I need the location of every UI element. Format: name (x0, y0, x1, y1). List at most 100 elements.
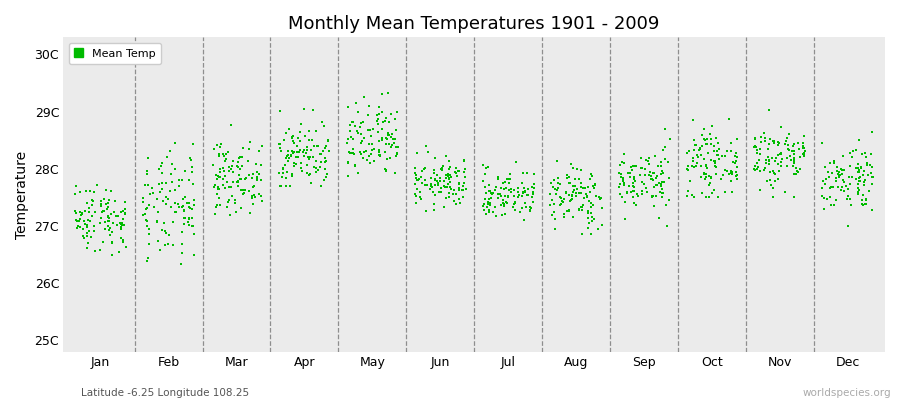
Point (519, 169, 534, 176)
Point (511, 184, 526, 191)
Point (837, 179, 851, 185)
Point (762, 107, 777, 113)
Point (523, 207, 537, 214)
Point (438, 172, 453, 178)
Point (309, 158, 323, 164)
Point (94, 198, 108, 204)
Point (183, 205, 197, 212)
Point (686, 117, 700, 124)
Point (567, 186, 581, 193)
Point (561, 175, 575, 181)
Point (310, 167, 325, 173)
Point (166, 241, 180, 248)
Point (431, 181, 446, 188)
Point (292, 154, 306, 160)
Point (614, 174, 628, 180)
Point (175, 177, 189, 183)
Point (80, 222, 94, 229)
Point (501, 187, 516, 194)
Point (727, 152, 742, 159)
Point (613, 161, 627, 168)
Point (760, 146, 775, 152)
Point (560, 172, 574, 178)
Point (698, 175, 712, 182)
Point (839, 182, 853, 189)
Point (76, 218, 91, 225)
Point (86, 228, 101, 234)
Point (572, 189, 587, 196)
Point (520, 186, 535, 192)
Point (768, 170, 782, 177)
Point (447, 169, 462, 175)
Point (615, 158, 629, 165)
Point (701, 150, 716, 156)
Point (554, 198, 569, 204)
Point (272, 140, 286, 147)
Point (245, 193, 259, 199)
Point (559, 190, 573, 196)
Point (631, 192, 645, 199)
Point (614, 170, 628, 177)
Point (90, 182, 104, 188)
Point (106, 219, 121, 226)
Point (300, 147, 314, 154)
Point (748, 163, 762, 169)
Point (378, 118, 392, 125)
Point (384, 134, 399, 140)
Point (476, 203, 491, 209)
Point (547, 177, 562, 184)
Point (278, 155, 293, 162)
Point (482, 200, 496, 207)
Point (496, 200, 510, 206)
Point (498, 179, 512, 186)
Point (491, 174, 505, 181)
Point (345, 119, 359, 126)
Point (687, 194, 701, 201)
Point (107, 209, 122, 215)
Point (283, 183, 297, 189)
Point (711, 194, 725, 201)
Point (845, 174, 859, 180)
Point (641, 158, 655, 164)
Point (750, 166, 764, 172)
Point (773, 163, 788, 169)
Point (706, 189, 720, 196)
Point (318, 165, 332, 172)
Point (821, 168, 835, 175)
Point (550, 158, 564, 164)
Point (479, 164, 493, 171)
Point (242, 188, 256, 194)
Point (208, 182, 222, 188)
Point (851, 178, 866, 184)
Point (589, 193, 603, 199)
Point (653, 182, 668, 188)
Point (182, 176, 196, 183)
Point (233, 204, 248, 211)
Point (374, 91, 389, 97)
Point (155, 180, 169, 186)
Point (863, 162, 878, 168)
Point (246, 175, 260, 182)
Point (766, 168, 780, 174)
Legend: Mean Temp: Mean Temp (69, 43, 161, 64)
Point (747, 143, 761, 150)
Point (442, 176, 456, 182)
Point (141, 182, 156, 188)
Point (486, 190, 500, 196)
Point (233, 166, 248, 172)
Point (372, 138, 386, 144)
Text: Latitude -6.25 Longitude 108.25: Latitude -6.25 Longitude 108.25 (81, 388, 249, 398)
Point (279, 174, 293, 181)
Point (771, 142, 786, 148)
Point (565, 196, 580, 202)
Point (104, 211, 118, 217)
Point (249, 174, 264, 181)
Point (850, 180, 865, 187)
Point (68, 217, 83, 224)
Point (687, 164, 701, 170)
Point (103, 232, 117, 238)
Point (231, 183, 246, 190)
Point (544, 180, 559, 186)
Point (86, 196, 100, 203)
Point (561, 175, 575, 181)
